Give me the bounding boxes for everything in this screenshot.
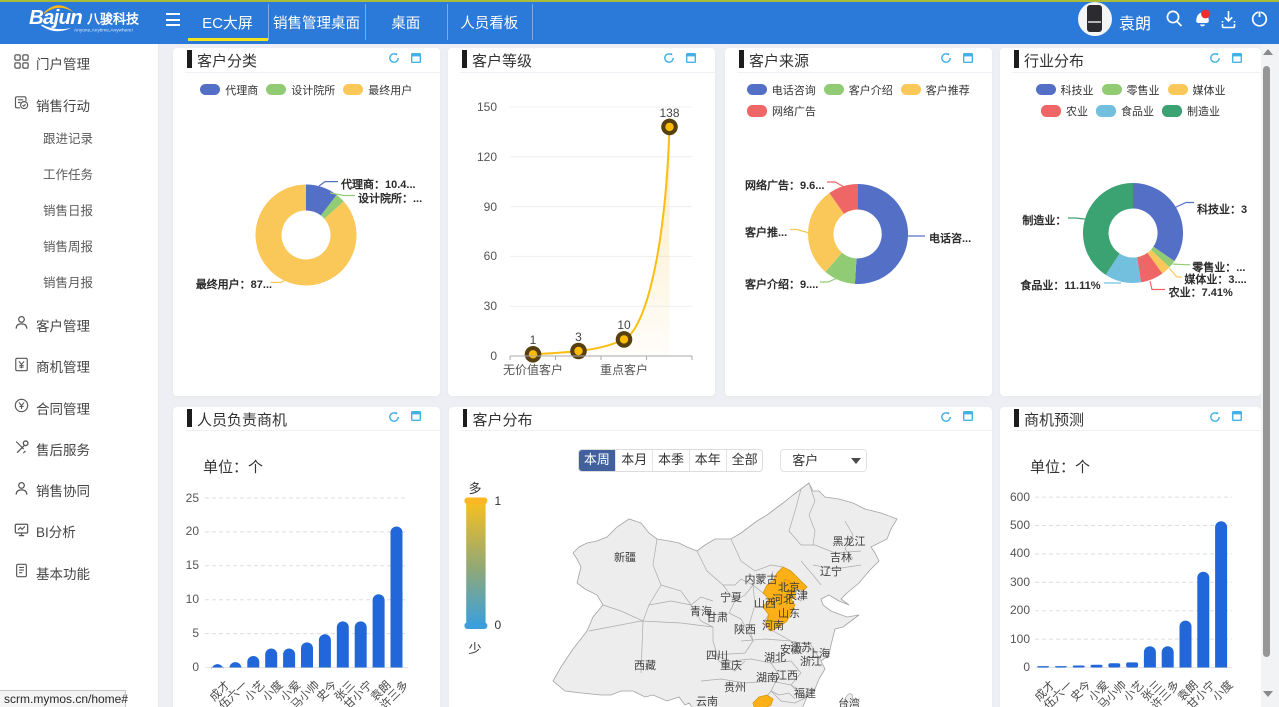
svg-text:四川: 四川 bbox=[706, 650, 728, 662]
svg-text:河南: 河南 bbox=[762, 619, 784, 632]
svg-text:内蒙古: 内蒙古 bbox=[744, 572, 777, 586]
svg-text:天津: 天津 bbox=[786, 589, 808, 602]
svg-text:贵州: 贵州 bbox=[724, 681, 746, 694]
svg-text:台湾: 台湾 bbox=[838, 696, 860, 707]
svg-text:云南: 云南 bbox=[696, 695, 718, 707]
svg-text:辽宁: 辽宁 bbox=[820, 564, 842, 578]
svg-text:湖北: 湖北 bbox=[764, 651, 786, 664]
svg-text:吉林: 吉林 bbox=[830, 550, 852, 564]
svg-text:Anyone,Anytime,Anywhere!: Anyone,Anytime,Anywhere! bbox=[74, 28, 133, 34]
svg-text:新疆: 新疆 bbox=[614, 550, 636, 564]
svg-text:陕西: 陕西 bbox=[734, 622, 756, 636]
svg-text:山西: 山西 bbox=[754, 597, 776, 610]
svg-text:甘肃: 甘肃 bbox=[706, 611, 728, 624]
svg-text:河北: 河北 bbox=[772, 593, 794, 606]
svg-text:山东: 山东 bbox=[778, 607, 800, 620]
svg-text:浙江: 浙江 bbox=[800, 655, 822, 668]
svg-text:西藏: 西藏 bbox=[634, 659, 656, 672]
svg-text:青海: 青海 bbox=[690, 604, 712, 618]
svg-text:湖南: 湖南 bbox=[756, 671, 778, 684]
svg-text:Bajun: Bajun bbox=[29, 6, 82, 29]
svg-text:安徽: 安徽 bbox=[780, 642, 802, 656]
svg-text:宁夏: 宁夏 bbox=[720, 590, 742, 604]
svg-text:福建: 福建 bbox=[794, 686, 816, 700]
svg-text:重庆: 重庆 bbox=[720, 658, 742, 672]
svg-text:黑龙江: 黑龙江 bbox=[832, 535, 865, 548]
svg-text:北京: 北京 bbox=[778, 580, 800, 594]
svg-text:江西: 江西 bbox=[776, 669, 798, 682]
svg-text:八骏科技: 八骏科技 bbox=[86, 12, 140, 27]
svg-text:江苏: 江苏 bbox=[790, 641, 812, 654]
svg-text:上海: 上海 bbox=[808, 646, 830, 660]
